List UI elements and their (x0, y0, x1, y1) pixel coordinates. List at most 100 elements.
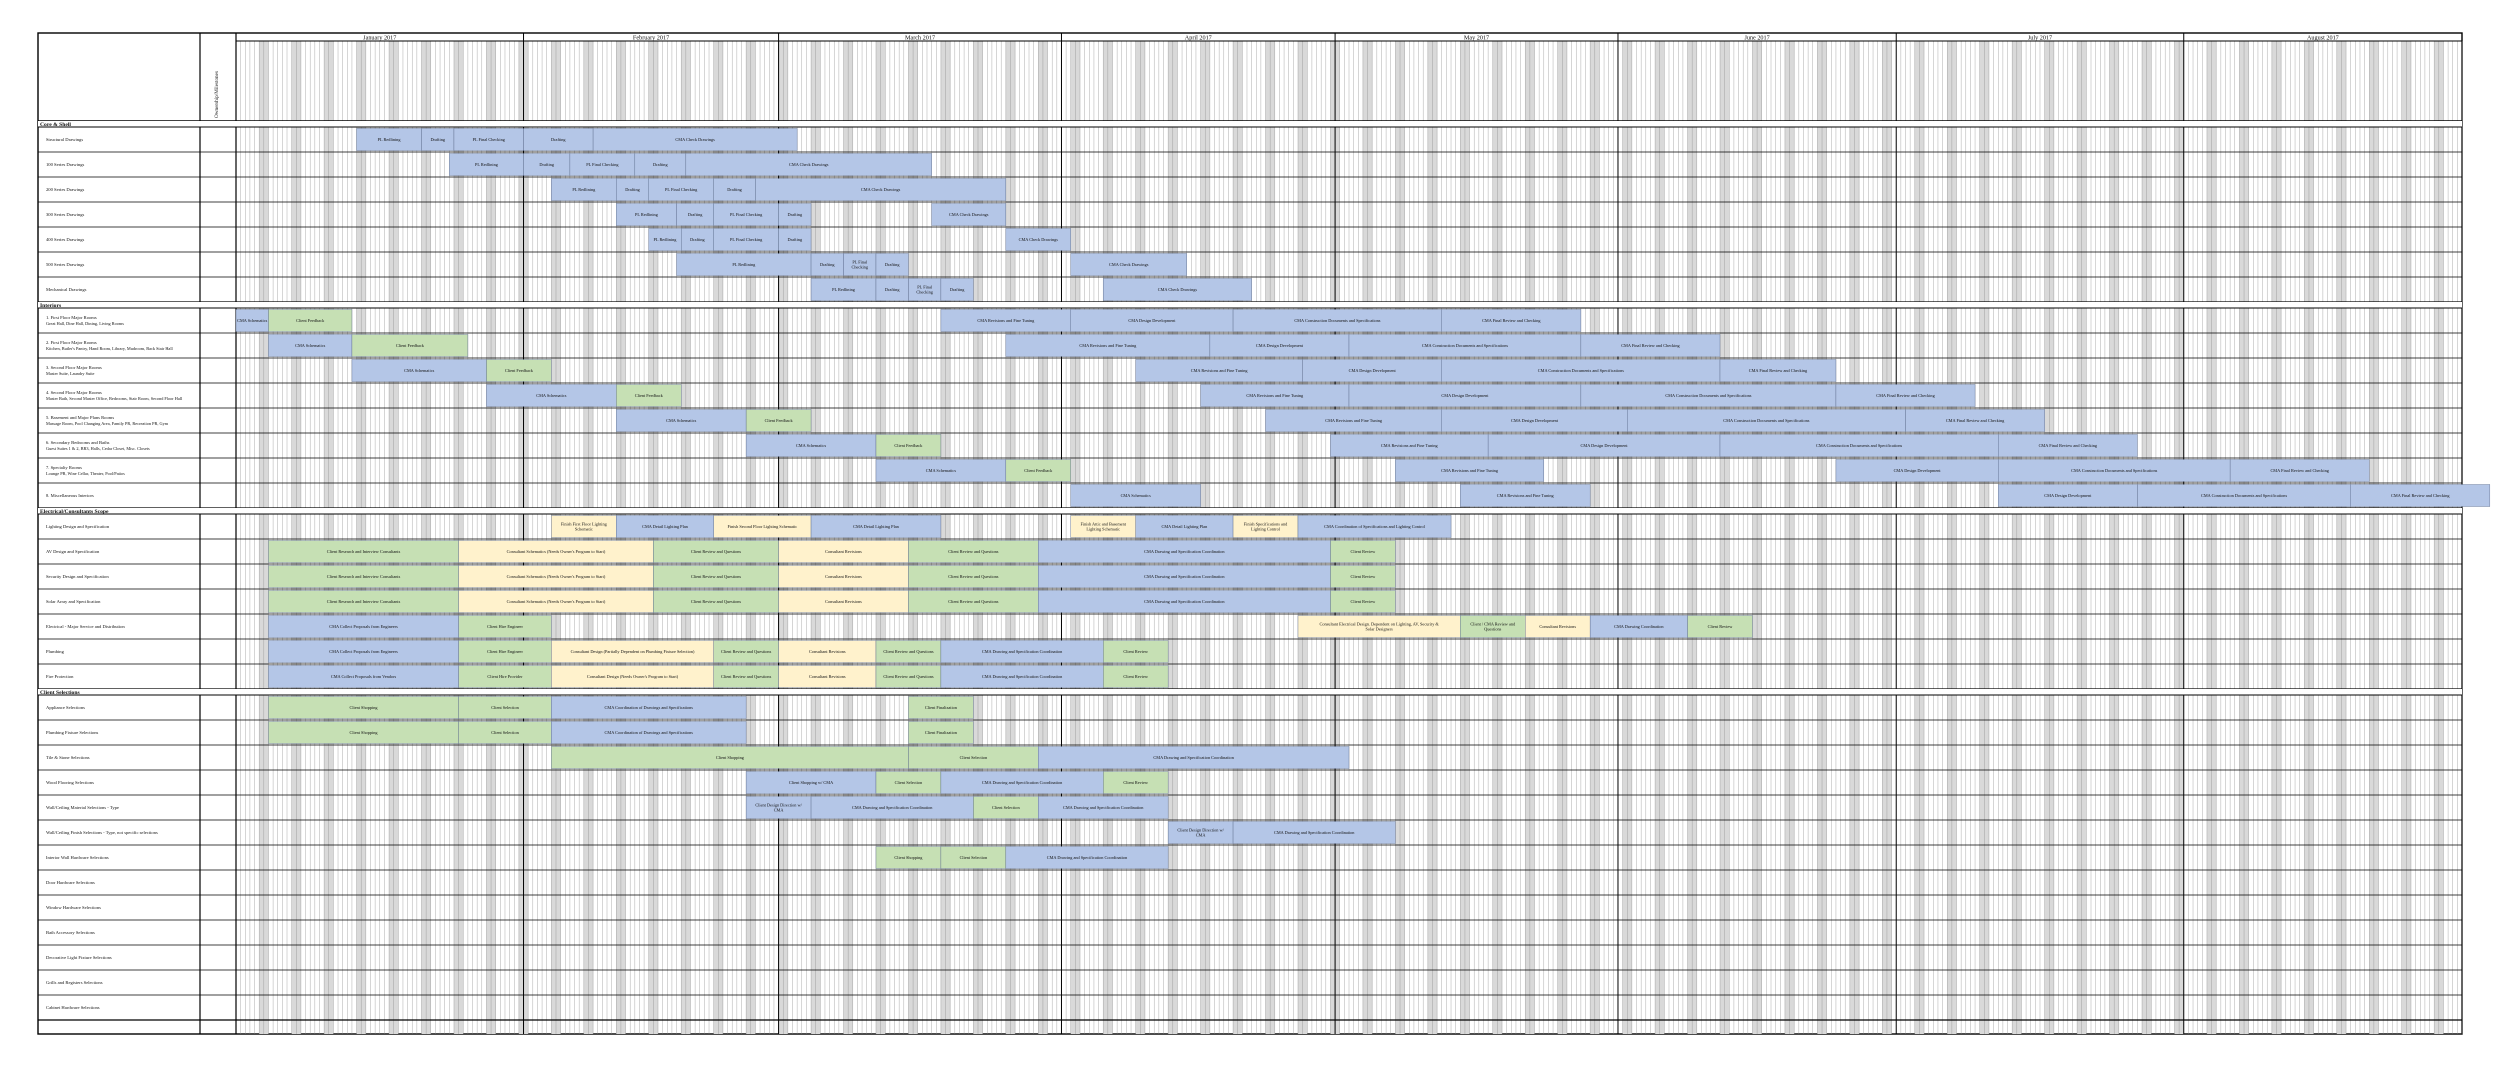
task-label: Client Hire Provider (487, 674, 523, 679)
schedule-row: Decorative Light Fixture Selections (38, 955, 2462, 971)
task-label: PL Final Checking (730, 237, 763, 242)
group-title: Core & Shell (40, 122, 71, 128)
task-label-line: Client Feedback (505, 368, 534, 373)
task-label: CMA Coordination of Drawings and Specifi… (605, 705, 694, 710)
task-label-line: Client Shopping (349, 730, 378, 735)
task-label-line: CMA Schematics (237, 318, 268, 323)
task-label: CMA Schematics (1121, 493, 1152, 498)
task-label: CMA Design Development (1441, 393, 1489, 398)
row-label: Cabinet Hardware Selections (46, 1005, 100, 1010)
task-label-line: Drafting (688, 212, 703, 217)
task-label-line: CMA Check Drawings (861, 187, 901, 192)
task-label: PL Final Checking (852, 259, 869, 269)
schedule-row: Solar Array and Specification Client Rese… (38, 590, 2462, 615)
task-bar (778, 203, 812, 226)
task-label: CMA Drawing and Specification Coordinati… (982, 780, 1063, 785)
task-label: Drafting (727, 187, 742, 192)
row-label: Tile & Stone Selections (46, 755, 90, 760)
task-bar (778, 228, 812, 251)
task-label-line: Consultant Revisions (809, 649, 846, 654)
task-label: Client Design Direction w/CMA (1177, 827, 1224, 837)
task-label: CMA Construction Documents and Specifica… (2201, 493, 2287, 498)
task-label: CMA Design Development (1511, 418, 1559, 423)
task-label: CMA Final Review and Checking (1946, 418, 2005, 423)
row-sublabel: Kitchen, Butler's Pantry, Hand Room, Lib… (46, 346, 174, 352)
row-label: 1. First Floor Major Rooms (46, 315, 97, 320)
task-bar (1005, 459, 1071, 482)
task-label: Drafting (653, 162, 668, 167)
task-label-line: CMA Schematics (536, 393, 567, 398)
task-label-line: CMA Design Development (1256, 343, 1304, 348)
task-bar (2229, 459, 2370, 482)
task-label-line: Drafting (788, 237, 803, 242)
task-label-line: Client Feedback (396, 343, 425, 348)
task-label: Client Review and Questions (883, 649, 934, 654)
task-label-line: Client Design Direction w/ (755, 802, 802, 807)
task-label-line: Drafting (551, 137, 566, 142)
task-label-line: Drafting (727, 187, 742, 192)
task-label-line: Client Review and Questions (948, 574, 999, 579)
task-bar (486, 359, 552, 382)
task-label-line: CMA Construction Documents and Specifica… (1538, 368, 1624, 373)
task-label: CMA Collect Proposals from Engineers (329, 649, 398, 654)
task-label: CMA Revisions and Fine Tuning (1191, 368, 1249, 373)
ownership-column-header: Ownership/Milestones (214, 71, 220, 118)
task-label-line: Client Hire Engineer (487, 624, 523, 629)
task-label-line: Client Selection (960, 855, 988, 860)
task-label-line: Client Selection (491, 730, 519, 735)
task-label: CMA Drawing and Specification Coordinati… (982, 649, 1063, 654)
task-label: CMA Drawing and Specification Coordinati… (1274, 830, 1355, 835)
task-label-line: CMA Design Development (1581, 443, 1629, 448)
row-label: 6. Secondary Bedrooms and Baths (46, 440, 110, 445)
task-label-line: PL Final Checking (586, 162, 619, 167)
task-label-line: PL Redlining (475, 162, 499, 167)
task-label: Consultant Design (Needs Owner's Program… (587, 674, 679, 679)
task-bar (1103, 771, 1169, 794)
task-bar (1687, 615, 1753, 638)
row-label: Electrical - Major Service and Distribut… (46, 624, 125, 629)
task-label: CMA Check Drawings (789, 162, 829, 167)
task-bar (1460, 484, 1591, 507)
task-label-line: CMA Revisions and Fine Tuning (1441, 468, 1499, 473)
task-label-line: Client Review (1351, 574, 1377, 579)
row-label: 200 Series Drawings (46, 187, 84, 192)
row-label: Appliance Selections (46, 705, 85, 710)
task-bar (592, 128, 798, 151)
task-label-line: CMA Revisions and Fine Tuning (1191, 368, 1249, 373)
task-label: CMA Detail Lighting Plan (853, 524, 900, 529)
task-label-line: Consultant Revisions (825, 599, 862, 604)
task-label-line: Consultant Revisions (825, 549, 862, 554)
task-label-line: CMA Collect Proposals from Engineers (329, 624, 398, 629)
task-label: Client Feedback (296, 318, 325, 323)
row-label: Door Hardware Selections (46, 880, 95, 885)
row-label: 100 Series Drawings (46, 162, 84, 167)
task-label-line: CMA Revisions and Fine Tuning (977, 318, 1035, 323)
task-label: Drafting (885, 262, 900, 267)
task-label: Client Research and Interview Consultant… (327, 599, 401, 604)
task-label-line: Drafting (653, 162, 668, 167)
task-label-line: CMA Schematics (666, 418, 697, 423)
task-label-line: Drafting (430, 137, 445, 142)
task-label-line: CMA Drawing and Specification Coordinati… (982, 649, 1063, 654)
task-label-line: Client Review (1351, 549, 1377, 554)
task-label-line: CMA Drawing and Specification Coordinati… (1144, 549, 1225, 554)
task-bar (1580, 334, 1721, 357)
task-label-line: CMA Final Review and Checking (1946, 418, 2005, 423)
task-bar (931, 203, 1007, 226)
task-label-line: Solar Designers (1365, 627, 1393, 632)
task-label-line: PL Final Checking (473, 137, 506, 142)
task-label-line: CMA Construction Documents and Specifica… (1723, 418, 1809, 423)
task-label-line: Drafting (885, 262, 900, 267)
month-label: August 2017 (2307, 35, 2339, 42)
task-label: Client Shopping (349, 705, 378, 710)
task-label: CMA Design Development (1894, 468, 1942, 473)
task-label-line: Consultant Schematics (Needs Owner's Pro… (507, 599, 606, 604)
task-label-line: Client Review and Questions (691, 574, 742, 579)
task-label: Client Feedback (505, 368, 534, 373)
task-label: CMA Final Review and Checking (1482, 318, 1541, 323)
task-label-line: Client Review (1123, 674, 1149, 679)
task-label-line: Drafting (788, 212, 803, 217)
task-label-line: Client Finalization (925, 705, 958, 710)
task-bar (1103, 278, 1252, 301)
